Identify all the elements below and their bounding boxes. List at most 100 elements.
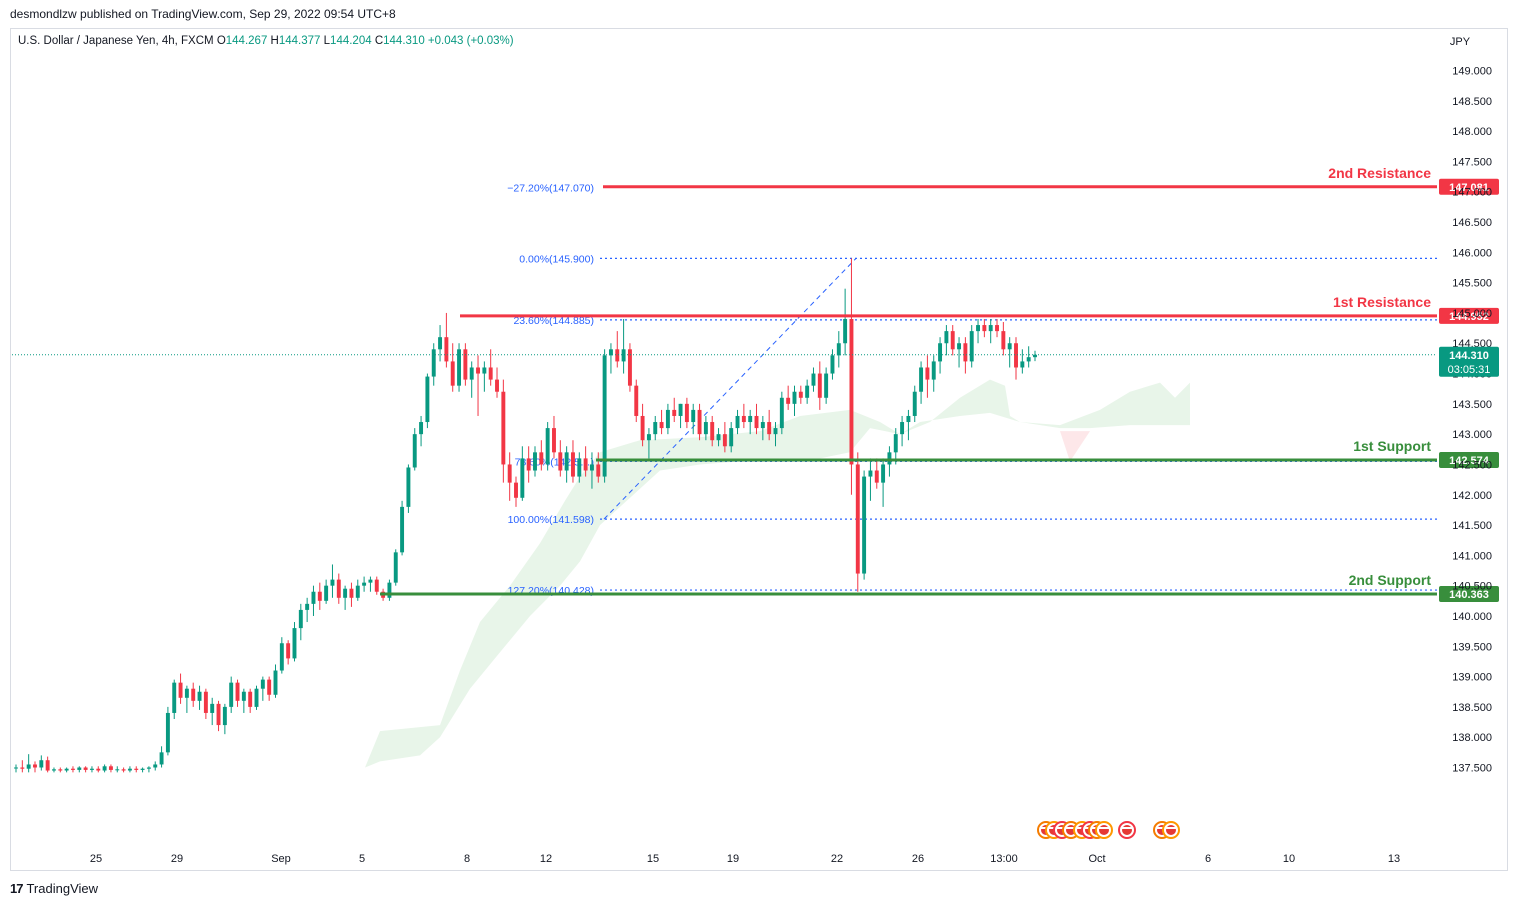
candle-body bbox=[267, 679, 272, 695]
candle bbox=[134, 766, 139, 773]
event-flag bbox=[1166, 825, 1176, 835]
candle-body bbox=[172, 682, 177, 713]
candle-body bbox=[495, 379, 499, 392]
candle-body bbox=[912, 391, 917, 416]
candle-body bbox=[748, 415, 753, 423]
price-tick-label: 148.500 bbox=[1452, 96, 1492, 108]
candle bbox=[722, 422, 727, 453]
candle-body bbox=[710, 422, 715, 441]
cloud-red bbox=[1060, 431, 1090, 462]
event-flag-stripe bbox=[1057, 827, 1067, 829]
candle bbox=[558, 440, 563, 477]
candle bbox=[545, 422, 550, 471]
candle bbox=[729, 422, 734, 453]
candle bbox=[824, 367, 829, 404]
economic-events bbox=[1037, 821, 1180, 839]
candle bbox=[14, 764, 18, 773]
candle bbox=[817, 361, 822, 410]
close-label: C bbox=[374, 35, 384, 47]
candle-body bbox=[925, 367, 930, 380]
candle-body bbox=[608, 349, 613, 356]
candle bbox=[330, 564, 335, 598]
candle-body bbox=[355, 585, 360, 598]
candle bbox=[741, 403, 746, 429]
candle bbox=[969, 325, 974, 368]
level-1st-resistance: 1st Resistance 144.952 bbox=[460, 294, 1499, 324]
candle-body bbox=[349, 588, 354, 598]
candle bbox=[178, 673, 183, 704]
candle bbox=[501, 379, 506, 483]
candle-body bbox=[273, 670, 278, 695]
candle-body bbox=[995, 325, 999, 332]
candle-body bbox=[792, 391, 797, 404]
candle-body bbox=[627, 349, 632, 386]
candle bbox=[298, 603, 303, 641]
candle bbox=[627, 343, 632, 392]
candle bbox=[495, 367, 499, 398]
candle-body bbox=[374, 579, 379, 592]
candle bbox=[286, 640, 291, 665]
candle-body bbox=[520, 458, 525, 498]
candle-body bbox=[96, 768, 101, 771]
high-value: 144.377 bbox=[278, 35, 321, 47]
candle-body bbox=[1001, 331, 1006, 350]
candle-body bbox=[254, 688, 259, 707]
candle bbox=[362, 576, 367, 592]
price-tick-label: 141.000 bbox=[1452, 550, 1492, 562]
candle bbox=[811, 367, 816, 392]
level-2nd-support: 2nd Support 140.363 bbox=[380, 572, 1499, 602]
candle bbox=[830, 349, 835, 380]
candle bbox=[621, 318, 626, 374]
fibonacci-retracement: −27.20%(147.070) 0.00%(145.900) 23.60%(144… bbox=[507, 182, 1437, 597]
candle bbox=[184, 685, 189, 713]
candle bbox=[855, 452, 860, 592]
candle bbox=[836, 331, 841, 368]
candle-body bbox=[311, 591, 316, 604]
candle-body bbox=[653, 422, 658, 435]
candle-body bbox=[779, 397, 784, 429]
level-name: 1st Support bbox=[1353, 438, 1431, 454]
candle bbox=[792, 385, 797, 416]
candle bbox=[912, 385, 917, 423]
candle bbox=[874, 458, 879, 489]
candle bbox=[678, 403, 683, 429]
price-tick-label: 140.500 bbox=[1452, 581, 1492, 593]
candle-body bbox=[317, 591, 322, 601]
candle bbox=[292, 622, 297, 662]
candle-body bbox=[108, 766, 113, 770]
candle bbox=[634, 379, 639, 423]
candle bbox=[400, 500, 405, 556]
tradingview-logo[interactable]: 17 TradingView bbox=[10, 881, 98, 896]
candle bbox=[583, 446, 588, 477]
candle-body bbox=[20, 767, 25, 769]
candle bbox=[216, 700, 221, 732]
candle bbox=[938, 337, 943, 374]
candle bbox=[89, 766, 94, 773]
candle-body bbox=[324, 585, 329, 601]
candle bbox=[988, 318, 993, 344]
candle-body bbox=[336, 579, 341, 598]
candle-body bbox=[102, 766, 107, 771]
candle-body bbox=[83, 767, 88, 770]
candle-body bbox=[210, 703, 215, 713]
ichimoku-cloud bbox=[365, 379, 1190, 768]
candle bbox=[697, 403, 702, 441]
candle bbox=[963, 337, 968, 374]
candle bbox=[115, 766, 120, 773]
candle-body bbox=[602, 355, 607, 477]
candle bbox=[222, 703, 227, 735]
price-tick-label: 141.500 bbox=[1452, 520, 1492, 532]
candle-body bbox=[469, 367, 474, 380]
candle-body bbox=[33, 764, 37, 768]
candle-body bbox=[235, 682, 240, 701]
level-1st-support: 1st Support 142.574 bbox=[596, 438, 1499, 468]
candle-body bbox=[64, 768, 69, 771]
candle-body bbox=[634, 385, 639, 416]
candle-body bbox=[906, 415, 911, 423]
candle-body bbox=[767, 422, 772, 435]
candle-body bbox=[457, 349, 462, 386]
candle-body bbox=[178, 682, 183, 698]
candle-body bbox=[286, 643, 291, 659]
candle-body bbox=[849, 318, 854, 465]
